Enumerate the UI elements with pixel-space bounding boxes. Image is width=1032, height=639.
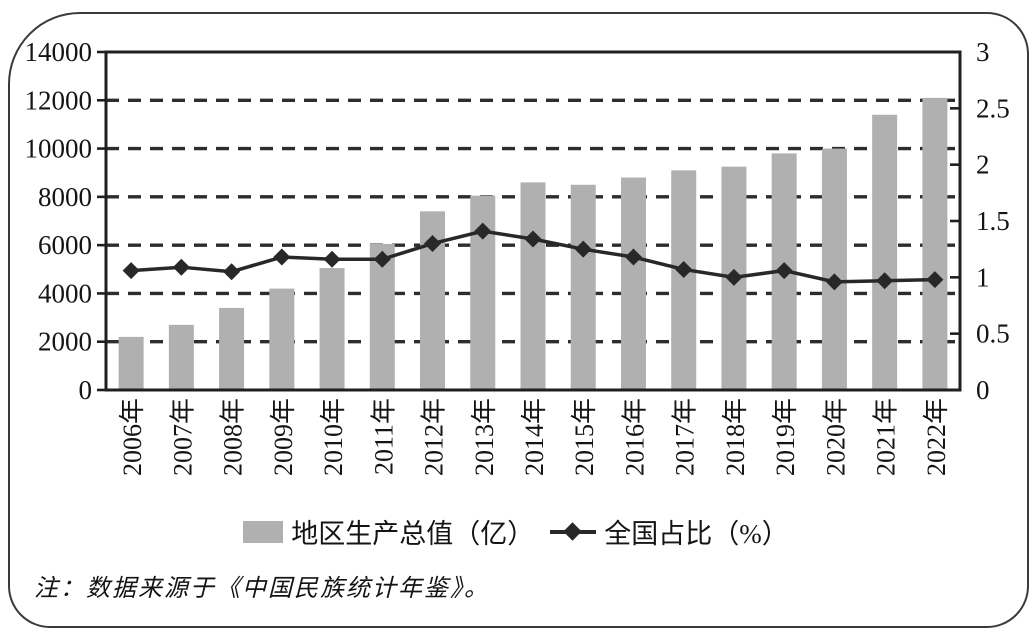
left-axis-label: 10000	[25, 134, 93, 164]
right-axis-label: 3	[976, 37, 990, 67]
pct-marker	[775, 262, 793, 280]
left-axis-label: 2000	[38, 327, 92, 357]
left-axis-label: 14000	[25, 37, 93, 67]
chart-legend: 地区生产总值（亿） 全国占比（%）	[0, 512, 1032, 551]
legend-diamond-icon	[563, 521, 582, 541]
x-tick-label: 2013年	[470, 398, 499, 476]
gdp-bar	[269, 288, 295, 390]
combo-chart: 14000 12000 10000 8000 6000 4000 2000 0 3 2.5 2 1.5…	[25, 37, 1010, 476]
gdp-bar	[922, 97, 948, 390]
right-axis-label: 2.5	[976, 93, 1010, 123]
pct-marker	[825, 273, 843, 291]
x-tick-label: 2010年	[319, 398, 348, 476]
x-tick-label: 2012年	[420, 398, 449, 476]
x-tick-label: 2014年	[520, 398, 549, 476]
pct-marker	[876, 272, 894, 290]
x-tick-label: 2018年	[721, 398, 750, 476]
x-tick-label: 2020年	[821, 398, 850, 476]
gdp-bar	[872, 114, 898, 391]
pct-marker	[474, 222, 492, 240]
right-axis-label: 2	[976, 150, 990, 180]
pct-marker	[373, 250, 391, 268]
pct-marker	[172, 258, 190, 276]
pct-legend-marker-icon	[550, 521, 597, 542]
pct-marker	[122, 262, 140, 280]
gdp-bar	[671, 170, 697, 390]
left-axis-label: 6000	[38, 230, 92, 260]
pct-marker	[624, 248, 642, 266]
x-tick-label: 2008年	[219, 398, 248, 476]
x-tick-label: 2011年	[369, 398, 398, 475]
pct-marker	[574, 240, 592, 258]
gdp-bar	[319, 268, 345, 390]
gdp-bar	[118, 336, 144, 390]
pct-marker	[223, 263, 241, 281]
gdp-legend-swatch-icon	[243, 520, 284, 543]
left-axis-label: 12000	[25, 85, 93, 115]
pct-marker	[424, 235, 442, 253]
pct-marker	[725, 268, 743, 286]
pct-marker	[926, 271, 944, 289]
pct-marker	[273, 248, 291, 266]
left-axis-label: 0	[79, 375, 93, 405]
right-axis-label: 1.5	[976, 206, 1010, 236]
x-tick-label: 2022年	[922, 398, 951, 476]
x-tick-label: 2019年	[771, 398, 800, 476]
left-axis-label: 8000	[38, 182, 92, 212]
gdp-bar	[219, 307, 245, 390]
right-axis-label: 1	[976, 262, 990, 292]
right-axis-label: 0.5	[976, 319, 1010, 349]
chart-canvas: 14000 12000 10000 8000 6000 4000 2000 0 3 2.5 2 1.5…	[25, 37, 1010, 476]
gdp-bar	[821, 148, 847, 390]
gdp-legend-label: 地区生产总值（亿）	[291, 519, 535, 549]
pct-legend-label: 全国占比（%）	[604, 519, 789, 549]
pct-marker	[323, 250, 341, 268]
source-note: 注：数据来源于《中国民族统计年鉴》。	[34, 574, 490, 602]
left-axis-label: 4000	[38, 278, 92, 308]
gdp-bar	[369, 243, 395, 390]
pct-marker	[675, 260, 693, 278]
x-tick-label: 2009年	[269, 398, 298, 476]
right-axis-label: 0	[976, 375, 990, 405]
x-tick-label: 2021年	[872, 398, 901, 476]
gdp-bar	[570, 184, 596, 390]
x-tick-label: 2017年	[671, 398, 700, 476]
gdp-bar	[520, 182, 546, 390]
x-tick-label: 2015年	[570, 398, 599, 476]
gdp-bar	[620, 177, 646, 390]
gdp-bar	[168, 324, 194, 390]
x-tick-label: 2007年	[168, 398, 197, 476]
x-tick-label: 2006年	[118, 398, 147, 476]
pct-marker	[524, 230, 542, 248]
x-tick-label: 2016年	[620, 398, 649, 476]
